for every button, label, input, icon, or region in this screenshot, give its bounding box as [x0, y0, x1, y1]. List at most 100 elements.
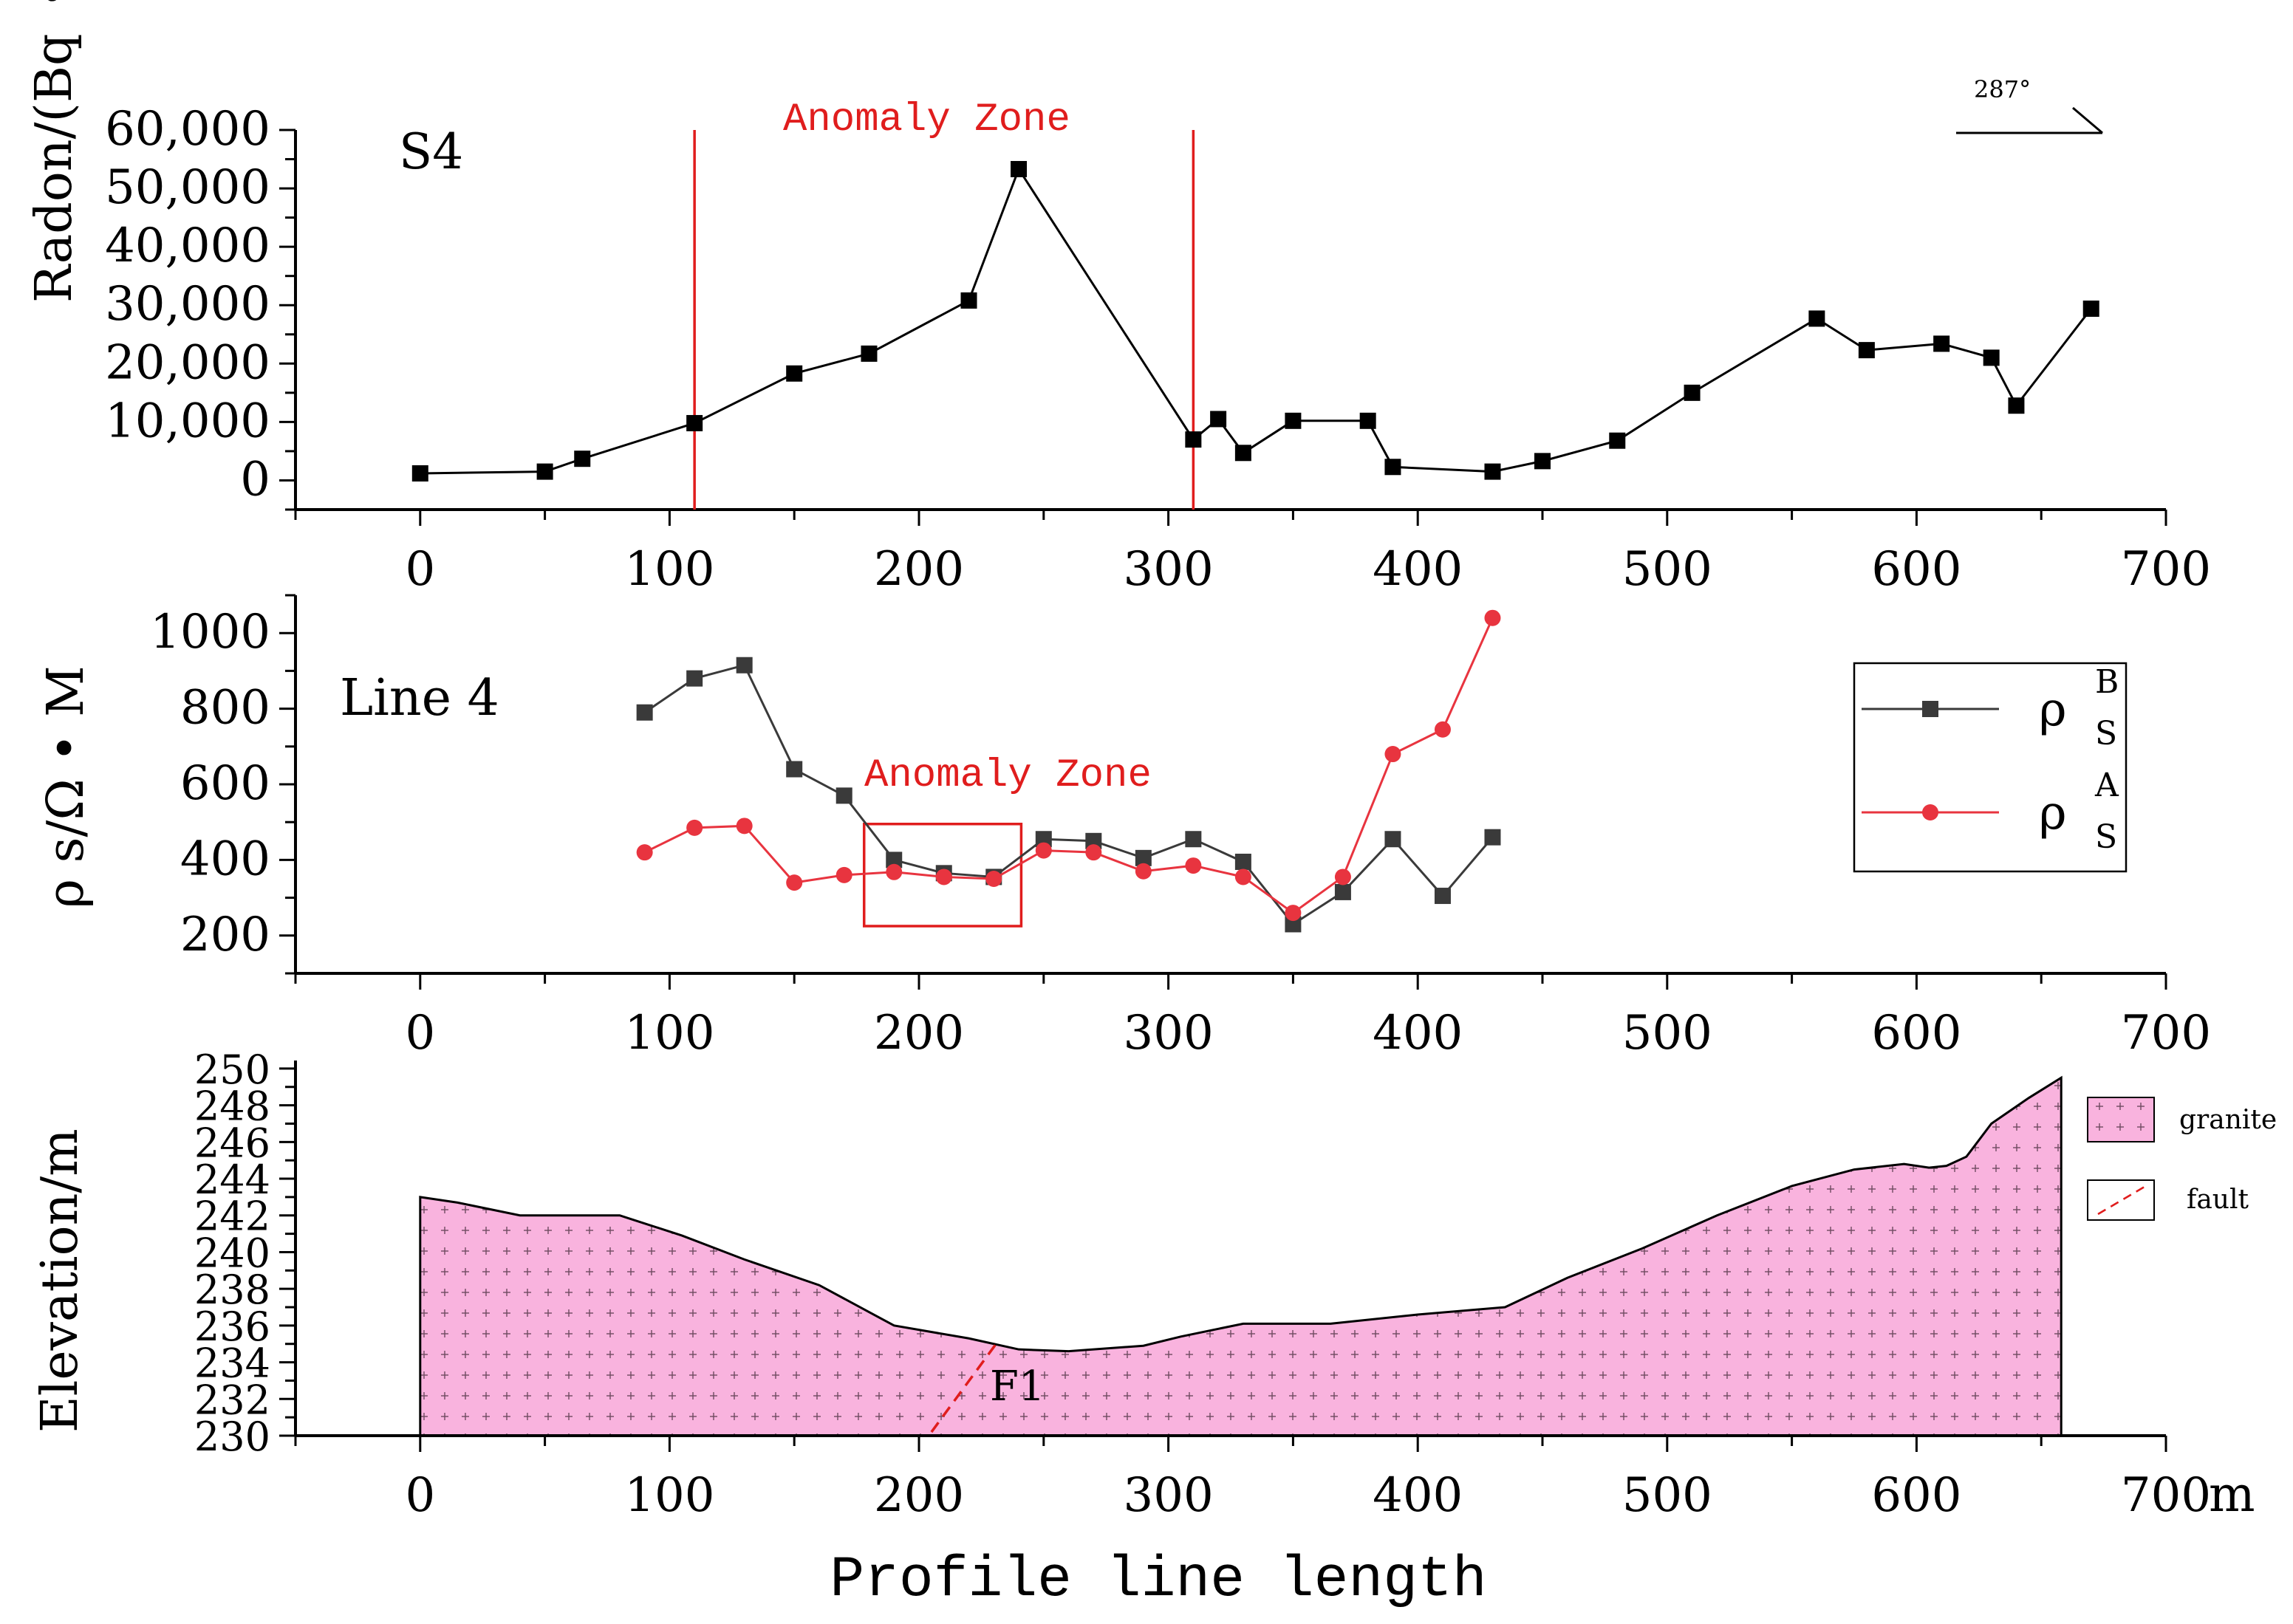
as-legend-marker [1922, 804, 1938, 820]
resistivity-anomaly-box [862, 823, 1023, 928]
x-tick-label: 0 [405, 1006, 435, 1061]
fault-swatch [2087, 1179, 2155, 1221]
y-tick-label: 248 [194, 1083, 270, 1130]
granite-area [419, 1075, 2063, 1437]
x-tick-label: 600 [1871, 542, 1961, 597]
x-tick-label: 0 [405, 1468, 435, 1523]
y-tick-label: 600 [180, 756, 270, 811]
radon-point [1534, 453, 1551, 470]
bs-point [1085, 832, 1102, 849]
y-tick-label: 20,000 [105, 335, 270, 390]
bs-legend-sup: B [2095, 663, 2119, 701]
as-point [985, 871, 1002, 887]
as-point [786, 874, 803, 891]
radon-point [786, 365, 803, 382]
x-tick-label: 200 [874, 1006, 964, 1061]
elevation-legend: granite fault [2087, 1097, 2277, 1221]
y-tick-label: 0 [240, 452, 270, 507]
y-tick-label: 246 [194, 1120, 270, 1166]
x-tick-label: 600 [1871, 1468, 1961, 1523]
resistivity-anomaly-label: Anomaly Zone [864, 753, 1152, 798]
radon-panel: 0 100 200 300 400 500 600 700010,00020,00030,00… [1, 0, 2211, 597]
radon-point [1285, 412, 1302, 429]
as-point [935, 868, 952, 885]
bs-point [1135, 849, 1152, 866]
resistivity-ylabel: ρ s/Ω • M [37, 665, 95, 908]
y-tick-label: 50,000 [105, 160, 270, 215]
bs-point [835, 787, 852, 804]
radon-ticks: 0 100 200 300 400 500 600 700010,00020,00030,00… [105, 102, 2211, 597]
radon-panel-label: S4 [399, 123, 463, 180]
elevation-panel: 0 100 200 300 400 500 600 700 230232234236238240… [31, 1046, 2277, 1613]
elevation-ylabel: Elevation/m [31, 1128, 89, 1433]
y-tick-label: 250 [194, 1046, 270, 1093]
radon-point [2008, 397, 2025, 414]
resistivity-panel: 0 100 200 300 400 500 600 700 200 400 600 800 1000 L… [37, 594, 2211, 1061]
bs-point [1234, 853, 1251, 870]
y-tick-label: 244 [194, 1157, 270, 1203]
x-tick-label: 0 [405, 542, 435, 597]
bs-point [736, 657, 753, 674]
radon-point [411, 465, 428, 482]
as-point [1035, 842, 1052, 859]
radon-point [1808, 310, 1825, 327]
y-tick-label: 60,000 [105, 102, 270, 157]
bs-point [1285, 916, 1302, 933]
y-tick-label: 236 [194, 1303, 270, 1350]
as-line [643, 617, 1494, 914]
radon-point [1011, 160, 1028, 177]
radon-point [960, 292, 977, 309]
radon-point [1185, 431, 1202, 448]
radon-point [1933, 335, 1950, 352]
y-tick-label: 30,000 [105, 277, 270, 332]
radon-point [1359, 412, 1376, 429]
x-tick-label: 400 [1373, 1006, 1463, 1061]
fault-legend-label: fault [2187, 1185, 2249, 1215]
y-tick-label: 234 [194, 1340, 270, 1387]
as-point [1135, 863, 1152, 880]
as-point [1085, 844, 1102, 861]
x-tick-label: 100 [624, 1468, 714, 1523]
bs-point [1484, 829, 1501, 846]
radon-point [1384, 459, 1401, 476]
as-point [1285, 905, 1302, 922]
y-tick-label: 232 [194, 1377, 270, 1423]
resistivity-series [636, 609, 1501, 933]
radon-point [2082, 300, 2099, 317]
granite-legend-label: granite [2179, 1105, 2277, 1135]
radon-series [411, 160, 2099, 482]
as-point [1434, 721, 1451, 738]
resistivity-axes [294, 595, 2166, 975]
svg-text:Radon/(Bq • m: Radon/(Bq • m -3 ) [1, 0, 83, 303]
as-point [1185, 857, 1202, 874]
x-axis-title: Profile line length [830, 1548, 1486, 1613]
as-point [1234, 868, 1251, 885]
radon-axes [294, 130, 2166, 511]
y-tick-label: 1000 [150, 605, 270, 659]
bs-line [643, 663, 1494, 926]
as-point [1384, 746, 1401, 763]
granite-area-shape [419, 1075, 2063, 1437]
as-point [1484, 609, 1501, 626]
bs-point [886, 852, 903, 868]
radon-point [1684, 384, 1701, 401]
direction-arrow-icon [1956, 106, 2103, 134]
y-tick-label: 242 [194, 1193, 270, 1240]
bs-point [1334, 883, 1351, 900]
x-tick-label: 600 [1871, 1006, 1961, 1061]
radon-point [1983, 349, 2000, 366]
y-tick-label: 240 [194, 1230, 270, 1276]
y-tick-label: 200 [180, 908, 270, 962]
y-tick-label: 40,000 [105, 219, 270, 273]
fault-swatch-line [2097, 1183, 2149, 1216]
as-point [636, 844, 653, 861]
x-tick-label: 400 [1373, 1468, 1463, 1523]
bs-point [686, 670, 703, 687]
y-tick-label: 800 [180, 681, 270, 736]
radon-point [861, 345, 878, 362]
radon-point [574, 450, 591, 467]
direction-label: 287° [1974, 75, 2031, 103]
radon-point [686, 414, 703, 431]
bs-legend-base: ρ [2039, 682, 2067, 737]
